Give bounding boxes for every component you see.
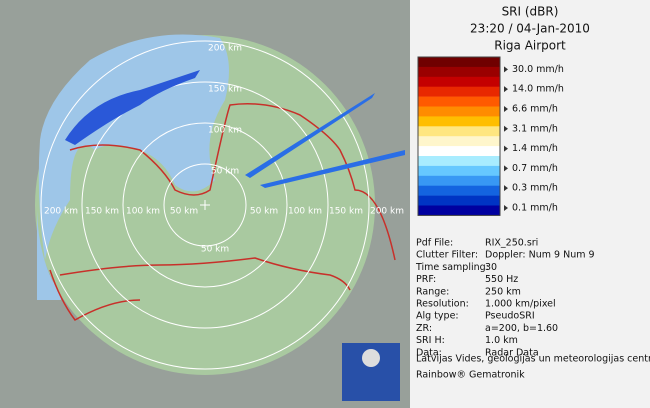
legend-tick	[504, 66, 508, 73]
logo-sphere	[362, 349, 380, 367]
legend-tick	[504, 86, 508, 93]
info-value: a=200, b=1.60	[485, 323, 558, 334]
legend-swatch	[418, 57, 500, 68]
legend-swatch	[418, 165, 500, 177]
radar-center	[200, 200, 210, 210]
info-value: RIX_250.sri	[485, 238, 538, 249]
info-value: Radar Data	[485, 347, 539, 358]
organization: Latvijas Vides, geologijas un meteorolog…	[416, 354, 650, 365]
ring-label: 150 km	[208, 85, 242, 95]
legend-tick	[504, 165, 508, 172]
info-key: Time sampling:	[415, 262, 489, 273]
legend-swatch	[418, 66, 500, 78]
info-value: 30	[485, 262, 497, 273]
legend-swatch	[418, 86, 500, 97]
legend-swatch	[418, 116, 500, 127]
echo	[65, 70, 200, 145]
info-key: Alg type:	[416, 311, 459, 322]
legend-label: 6.6 mm/h	[512, 103, 558, 114]
legend-tick	[504, 185, 508, 192]
info-key: PRF:	[416, 274, 436, 285]
sea-west	[37, 210, 62, 300]
ring-label: 100 km	[208, 126, 242, 136]
ring-label: 100 km	[126, 207, 160, 217]
legend-label: 3.1 mm/h	[512, 123, 558, 134]
info-key: Range:	[416, 286, 449, 297]
legend-swatch	[418, 146, 500, 157]
legend-swatch	[418, 96, 500, 107]
legend-swatch	[418, 126, 500, 137]
legend-swatch	[418, 195, 500, 206]
legend-swatch	[418, 185, 500, 196]
info-value: 250 km	[485, 286, 521, 297]
ring-label: 50 km	[170, 207, 198, 217]
legend-frame	[417, 56, 501, 216]
ring-label: 50 km	[211, 167, 239, 177]
legend-tick	[504, 105, 508, 112]
info-value: 550 Hz	[485, 274, 518, 285]
info-value: 1.0 km	[485, 335, 518, 346]
ring-label: 100 km	[288, 207, 322, 217]
title: SRI (dBR)	[502, 5, 559, 19]
ring-label: 150 km	[85, 207, 119, 217]
legend-label: 0.1 mm/h	[512, 202, 558, 213]
ring-label: 200 km	[44, 207, 78, 217]
info-key: Data:	[416, 347, 442, 358]
legend-label: 30.0 mm/h	[512, 64, 564, 75]
legend-label: 0.3 mm/h	[512, 183, 558, 194]
ring-label: 200 km	[208, 44, 242, 54]
legend-label: 14.0 mm/h	[512, 84, 564, 95]
legend-swatch	[418, 175, 500, 186]
legend-tick	[504, 204, 508, 211]
legend-label: 0.7 mm/h	[512, 163, 558, 174]
ring-label: 200 km	[370, 207, 404, 217]
ring-label: 50 km	[250, 207, 278, 217]
sea	[38, 34, 230, 261]
ring-label: 150 km	[329, 207, 363, 217]
vendor: Rainbow® Gematronik	[416, 370, 525, 381]
legend-swatch	[418, 76, 500, 87]
legend-tick	[504, 145, 508, 152]
info-key: SRI H:	[416, 335, 445, 346]
info-value: Doppler: Num 9 Num 9	[485, 250, 595, 261]
info-key: Pdf File:	[416, 238, 453, 249]
info-value: 1.000 km/pixel	[485, 299, 556, 310]
legend-swatch	[418, 106, 500, 117]
ring-label: 50 km	[201, 245, 229, 255]
legend-label: 1.4 mm/h	[512, 143, 558, 154]
borders	[49, 103, 396, 321]
timestamp: 23:20 / 04-Jan-2010	[470, 22, 590, 36]
legend-swatch	[418, 205, 500, 216]
legend-tick	[504, 125, 508, 132]
echo-interference	[245, 93, 405, 188]
info-key: Clutter Filter:	[416, 250, 478, 261]
info-key: ZR:	[416, 323, 432, 334]
legend-swatch	[418, 136, 500, 147]
info-value: PseudoSRI	[485, 311, 535, 322]
site: Riga Airport	[494, 39, 566, 53]
info-key: Resolution:	[416, 299, 469, 310]
legend-swatch	[418, 156, 500, 167]
range-rings	[40, 40, 370, 370]
